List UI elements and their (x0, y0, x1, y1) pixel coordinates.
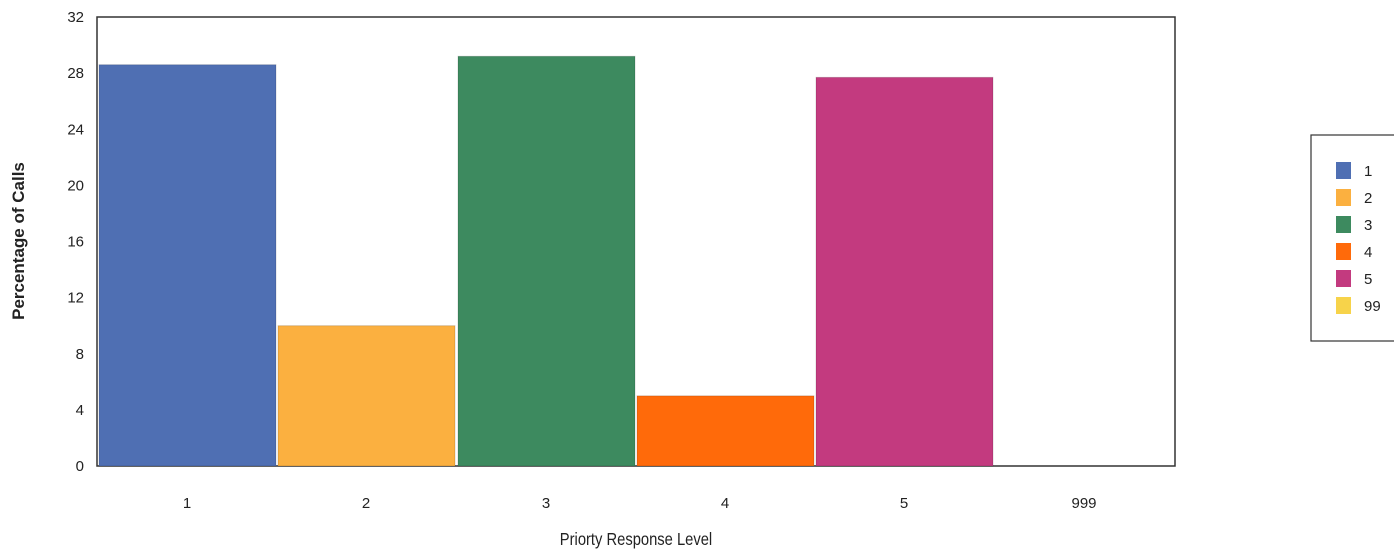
legend-swatch (1336, 216, 1351, 233)
legend-label: 99 (1364, 298, 1381, 315)
x-tick-label: 2 (362, 495, 370, 512)
legend-swatch (1336, 270, 1351, 287)
y-tick-label: 24 (67, 121, 84, 138)
legend-label: 3 (1364, 217, 1372, 234)
legend-label: 1 (1364, 163, 1372, 180)
legend-items: 1 2 3 4 5 99 (1336, 162, 1381, 315)
legend-label: 2 (1364, 190, 1372, 207)
legend-swatch (1336, 297, 1351, 314)
y-tick-label: 0 (76, 458, 84, 475)
legend: 1 2 3 4 5 99 (1310, 134, 1394, 342)
legend-label: 4 (1364, 244, 1372, 261)
plot-area-frame (96, 16, 1176, 467)
y-axis-ticks: 0 4 8 12 16 20 24 28 32 (67, 9, 84, 475)
y-tick-label: 4 (76, 402, 84, 419)
x-tick-label: 999 (1071, 495, 1096, 512)
x-tick-label: 1 (183, 495, 191, 512)
y-tick-label: 8 (76, 346, 84, 363)
legend-box (1310, 134, 1394, 342)
x-tick-label: 3 (542, 495, 550, 512)
y-axis-title: Percentage of Calls (9, 162, 28, 320)
legend-label: 5 (1364, 271, 1372, 288)
y-tick-label: 28 (67, 65, 84, 82)
y-tick-label: 12 (67, 290, 84, 307)
x-axis-ticks: 1 2 3 4 5 999 (183, 495, 1097, 512)
y-tick-label: 16 (67, 234, 84, 251)
bar-3 (457, 55, 636, 467)
bars-layer (98, 55, 994, 467)
bar-2 (277, 325, 456, 467)
y-tick-label: 20 (67, 177, 84, 194)
x-tick-label: 4 (721, 495, 729, 512)
x-tick-label: 5 (900, 495, 908, 512)
bar-4 (636, 395, 815, 467)
legend-swatch (1336, 162, 1351, 179)
y-tick-label: 32 (67, 9, 84, 26)
x-axis-title: Priorty Response Level (560, 530, 712, 550)
legend-swatch (1336, 189, 1351, 206)
bar-5 (815, 76, 994, 467)
bar-1 (98, 64, 277, 467)
legend-swatch (1336, 243, 1351, 260)
